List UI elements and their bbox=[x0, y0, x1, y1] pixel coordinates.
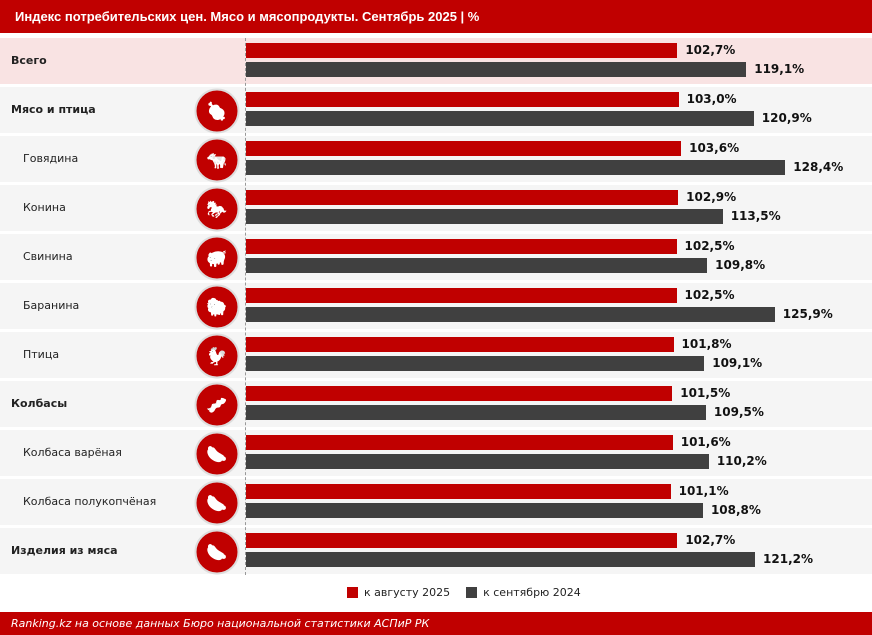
pig-icon: 🐖 bbox=[194, 235, 240, 281]
bar-september-2024 bbox=[246, 209, 723, 224]
bar-september-2024 bbox=[246, 258, 708, 273]
sausage-link-icon: 🌭 bbox=[194, 529, 240, 575]
bar-september-2024 bbox=[246, 111, 754, 126]
category-label: Колбаса полукопчёная bbox=[23, 495, 157, 508]
data-label: 109,5% bbox=[713, 405, 764, 419]
bar-september-2024 bbox=[246, 160, 786, 175]
source-footer: Ranking.kz на основе данных Бюро национа… bbox=[0, 612, 872, 635]
category-row: Колбасы 🥓 101,5% 109,5% bbox=[0, 381, 872, 428]
category-label: Баранина bbox=[23, 299, 80, 312]
data-label: 102,7% bbox=[685, 533, 736, 547]
svg-text:🥓: 🥓 bbox=[206, 396, 227, 416]
legend-item-september: к сентябрю 2024 bbox=[466, 586, 581, 599]
category-row: Мясо и птица 🍖 103,0% 120,9% bbox=[0, 87, 872, 134]
data-label: 101,5% bbox=[680, 386, 731, 400]
bar-august-2025 bbox=[246, 190, 679, 205]
category-row: Колбаса полукопчёная 🌭 101,1% 108,8% bbox=[0, 479, 872, 526]
data-label: 102,7% bbox=[685, 43, 736, 57]
data-label: 101,1% bbox=[678, 484, 729, 498]
bar-august-2025 bbox=[246, 533, 678, 548]
svg-text:🐓: 🐓 bbox=[206, 346, 227, 367]
bar-august-2025 bbox=[246, 386, 673, 401]
data-label: 102,9% bbox=[686, 190, 737, 204]
data-label: 101,6% bbox=[680, 435, 731, 449]
category-row: Говядина 🐄 103,6% 128,4% bbox=[0, 136, 872, 183]
chart-title: Индекс потребительских цен. Мясо и мясоп… bbox=[0, 0, 872, 33]
data-label: 110,2% bbox=[716, 454, 767, 468]
data-label: 102,5% bbox=[684, 288, 735, 302]
horse-icon: 🐎 bbox=[194, 186, 240, 232]
bar-august-2025 bbox=[246, 484, 671, 499]
bar-august-2025 bbox=[246, 288, 677, 303]
sheep-icon: 🐑 bbox=[194, 284, 240, 330]
category-label: Мясо и птица bbox=[11, 103, 96, 116]
category-label: Колбасы bbox=[11, 397, 68, 410]
category-row: Баранина 🐑 102,5% 125,9% bbox=[0, 283, 872, 330]
category-label: Говядина bbox=[23, 152, 79, 165]
category-row: Свинина 🐖 102,5% 109,8% bbox=[0, 234, 872, 281]
bar-august-2025 bbox=[246, 337, 674, 352]
svg-text:🐎: 🐎 bbox=[206, 200, 227, 220]
data-label: 103,6% bbox=[689, 141, 740, 155]
bar-august-2025 bbox=[246, 239, 677, 254]
legend-swatch-red bbox=[347, 587, 358, 598]
bar-september-2024 bbox=[246, 454, 709, 469]
chicken-icon: 🐓 bbox=[194, 333, 240, 379]
meat-poultry-icon: 🍖 bbox=[194, 88, 240, 134]
svg-text:🐄: 🐄 bbox=[206, 151, 227, 171]
svg-text:🌭: 🌭 bbox=[206, 445, 227, 465]
boiled-sausage-icon: 🌭 bbox=[194, 431, 240, 477]
category-label: Птица bbox=[23, 348, 60, 361]
category-label: Колбаса варёная bbox=[23, 446, 122, 459]
data-label: 119,1% bbox=[754, 62, 805, 76]
bar-september-2024 bbox=[246, 62, 747, 77]
data-label: 113,5% bbox=[730, 209, 781, 223]
bar-september-2024 bbox=[246, 307, 775, 322]
legend-label: к августу 2025 bbox=[364, 586, 451, 599]
data-label: 109,1% bbox=[712, 356, 763, 370]
category-label: Конина bbox=[23, 201, 66, 214]
svg-text:🐖: 🐖 bbox=[206, 249, 227, 269]
svg-text:🌭: 🌭 bbox=[206, 494, 227, 514]
data-label: 125,9% bbox=[782, 307, 833, 321]
data-label: 120,9% bbox=[761, 111, 812, 125]
bar-august-2025 bbox=[246, 92, 679, 107]
bar-august-2025 bbox=[246, 43, 678, 58]
data-label: 128,4% bbox=[793, 160, 844, 174]
category-row: Колбаса варёная 🌭 101,6% 110,2% bbox=[0, 430, 872, 477]
data-label: 109,8% bbox=[715, 258, 766, 272]
legend: к августу 2025 к сентябрю 2024 bbox=[347, 586, 581, 599]
bar-september-2024 bbox=[246, 503, 703, 518]
baseline-axis bbox=[245, 38, 246, 575]
category-label: Свинина bbox=[23, 250, 73, 263]
legend-swatch-dark bbox=[466, 587, 478, 598]
data-label: 121,2% bbox=[763, 552, 814, 566]
data-label: 101,8% bbox=[681, 337, 732, 351]
sausages-icon: 🥓 bbox=[194, 382, 240, 428]
cow-icon: 🐄 bbox=[194, 137, 240, 183]
bar-september-2024 bbox=[246, 356, 705, 371]
bar-august-2025 bbox=[246, 141, 682, 156]
category-row: Птица 🐓 101,8% 109,1% bbox=[0, 332, 872, 379]
svg-text:🍖: 🍖 bbox=[206, 101, 227, 122]
category-row: Изделия из мяса 🌭 102,7% 121,2% bbox=[0, 528, 872, 575]
bar-september-2024 bbox=[246, 552, 756, 567]
legend-label: к сентябрю 2024 bbox=[483, 586, 581, 599]
category-row: Конина 🐎 102,9% 113,5% bbox=[0, 185, 872, 232]
legend-item-august: к августу 2025 bbox=[347, 586, 450, 599]
category-label: Изделия из мяса bbox=[11, 544, 118, 557]
data-label: 103,0% bbox=[686, 92, 737, 106]
smoked-sausage-icon: 🌭 bbox=[194, 480, 240, 526]
data-label: 108,8% bbox=[710, 503, 761, 517]
svg-text:🐑: 🐑 bbox=[206, 297, 227, 318]
bar-august-2025 bbox=[246, 435, 673, 450]
svg-text:🌭: 🌭 bbox=[206, 543, 227, 563]
bar-september-2024 bbox=[246, 405, 706, 420]
data-label: 102,5% bbox=[684, 239, 735, 253]
category-row: Всего 102,7% 119,1% bbox=[0, 38, 872, 84]
category-label: Всего bbox=[11, 54, 47, 67]
